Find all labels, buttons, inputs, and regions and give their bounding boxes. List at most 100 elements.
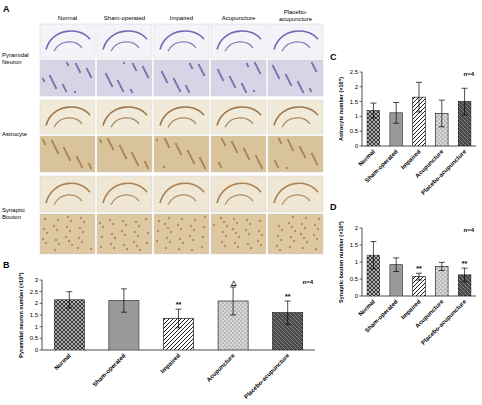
y-tick [360,72,363,73]
error-bar [439,100,445,127]
x-tick-label: Impaired [159,352,181,374]
y-tick [40,350,43,351]
y-axis-title: Pyramidal neuron number (×10⁵) [18,272,24,357]
micrograph [154,100,209,134]
y-tick [40,338,43,339]
x-tick-label: Normal [357,148,376,167]
bar-hatch [436,266,449,296]
x-tick-label: Placebo-acupuncture [420,298,468,346]
y-tick-label: 3 [35,277,39,283]
y-tick [40,303,43,304]
panel-letter: D [330,202,337,212]
y-tick-label: 0 [355,293,359,299]
micrograph [97,24,152,58]
x-tick-label: Placebo-acupuncture [243,352,291,400]
y-tick-label: 0.5 [30,335,39,341]
y-axis-title: Synaptic bouton number (×10⁸) [338,221,344,303]
y-tick [360,116,363,117]
y-tick-label: 2.5 [30,289,39,295]
micrograph [40,176,95,212]
bar-chart: C00.511.522.5Astrocyte number (×10⁵)n=4N… [330,52,476,196]
panel-letter: C [330,52,337,62]
micrograph [268,136,323,172]
x-tick-label: Normal [357,298,376,317]
y-tick-label: 0 [35,347,39,353]
micrograph [268,60,323,96]
micrograph [97,176,152,212]
column-header: Placebo-acupuncture [279,9,313,22]
error-bar [462,268,468,282]
y-tick [360,279,363,280]
error-bar [230,287,236,315]
micrograph [211,24,266,58]
y-tick-label: 1.5 [30,312,39,318]
micrograph [211,176,266,212]
micrograph [154,136,209,172]
micrograph [154,60,209,96]
y-tick [360,86,363,87]
micrograph [154,24,209,58]
y-tick-label: 0.5 [350,128,359,134]
significance-mark: △ [230,279,237,287]
y-tick-label: 1 [355,113,359,119]
error-bar [285,301,291,324]
y-tick [360,245,363,246]
error-bar [176,309,182,328]
y-axis [362,72,363,146]
error-bar [416,273,422,280]
significance-mark: ** [416,265,422,272]
micrograph [268,100,323,134]
y-axis-title: Astrocyte number (×10⁵) [338,77,344,141]
error-bar [393,258,399,272]
row-label: PyramidalNeuron [2,52,29,65]
bar-chart: B00.511.522.53Pyramidal neuron number (×… [3,260,315,400]
x-tick-label: Acupuncture [205,352,236,383]
micrograph [154,176,209,212]
error-bar [393,102,399,123]
column-header: Normal [58,15,77,21]
y-tick [360,262,363,263]
micrograph [97,60,152,96]
plot-area [54,287,302,350]
y-tick [360,101,363,102]
bar [436,266,449,296]
x-tick-label: Normal [53,352,72,371]
y-tick-label: 1 [35,324,39,330]
y-tick-label: 2 [355,225,359,231]
plot-area [367,242,471,296]
significance-mark: ** [285,293,291,300]
micrograph [40,100,95,134]
sample-size: n=4 [463,227,474,233]
x-tick-label: Impaired [400,298,422,320]
panel-letter: B [3,260,10,270]
figure: ANormalSham-operatedImpairedAcupunctureP… [0,0,482,405]
panel-a: ANormalSham-operatedImpairedAcupunctureP… [2,4,323,254]
x-tick-label: Impaired [400,148,422,170]
error-bar [462,88,468,115]
sample-size: n=4 [302,279,313,285]
micrograph [40,136,95,172]
error-bar [439,262,445,270]
micrograph [40,60,95,96]
y-tick [360,131,363,132]
x-tick-label: Sham-operated [364,148,399,183]
micrograph [211,60,266,96]
y-tick-label: 1.5 [350,242,359,248]
panel-letter: A [3,4,10,14]
plot-area [367,82,471,146]
y-tick-label: 0 [355,143,359,149]
column-header: Acupuncture [222,15,256,21]
error-bar [416,82,422,112]
y-tick [360,228,363,229]
x-tick-label: Placebo-acupuncture [420,148,468,196]
y-tick-label: 2.5 [350,69,359,75]
micrograph [97,136,152,172]
y-tick-label: 0.5 [350,276,359,282]
micrograph [268,24,323,58]
micrograph [97,100,152,134]
y-tick-label: 1.5 [350,99,359,105]
bar-chart: D00.511.52Synaptic bouton number (×10⁸)n… [330,202,476,346]
y-tick-label: 2 [355,84,359,90]
y-tick [40,315,43,316]
error-bar [121,289,127,312]
